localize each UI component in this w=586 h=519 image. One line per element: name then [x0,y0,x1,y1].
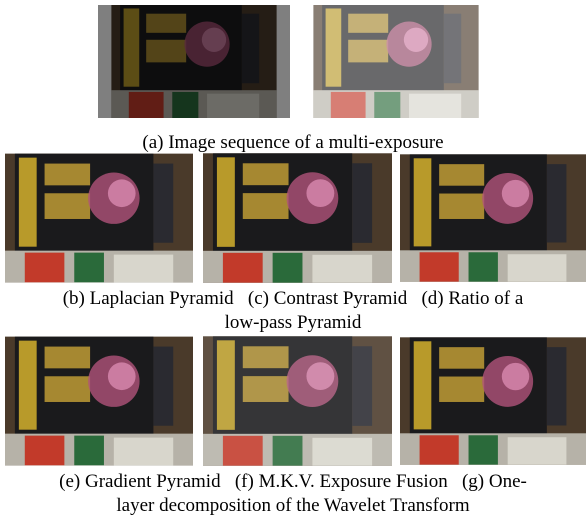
image-overexposed [300,5,492,118]
caption: (a) Image sequence of a multi-exposure [0,132,586,154]
caption: (e) Gradient Pyramid (f) M.K.V. Exposure… [0,471,586,493]
image-b [5,153,193,283]
image-d [400,153,586,283]
caption: layer decomposition of the Wavelet Trans… [0,495,586,517]
caption: low-pass Pyramid [0,312,586,334]
image-g [400,336,586,466]
image-e [5,336,193,466]
figure: (a) Image sequence of a multi-exposure (… [0,0,586,519]
caption: (b) Laplacian Pyramid (c) Contrast Pyram… [0,288,586,310]
image-underexposed [98,5,290,118]
image-f [203,336,392,466]
image-c [203,153,392,283]
